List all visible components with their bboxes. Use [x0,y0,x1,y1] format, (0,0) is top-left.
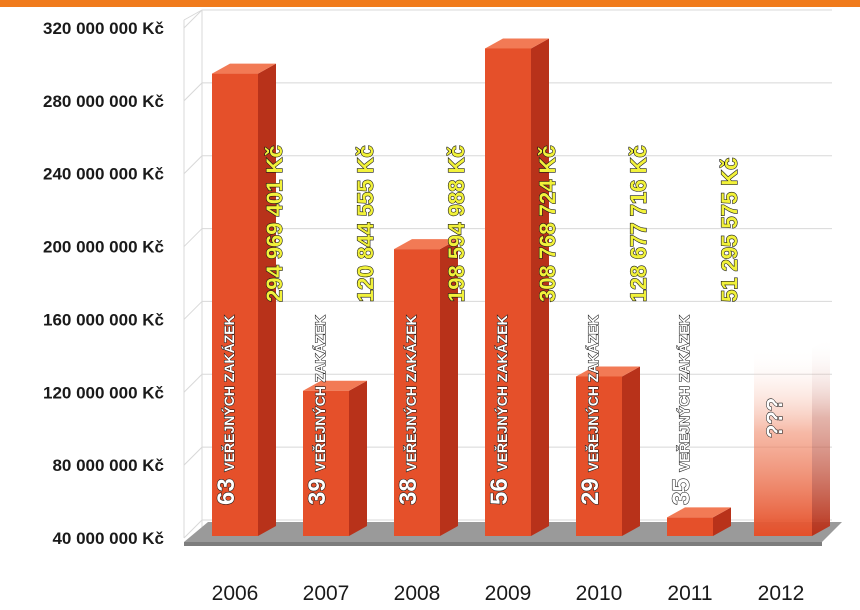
bar-top [212,63,276,74]
bar-side [713,507,731,536]
y-tick-label: 80 000 000 Kč [52,456,164,475]
bar-value-label: 198 594 988 Kč [444,145,469,302]
x-tick-label: 2007 [303,582,350,605]
gridline-slant [183,155,203,175]
bar-value-label: ??? [762,398,787,438]
bar-top [667,507,731,518]
gridline-slant [183,82,203,102]
bar-labels: 63 VEŘEJNÝCH ZAKÁZEK 294 969 401 Kč 39 VEŘ… [212,145,787,506]
bar [394,249,440,536]
bar-side [531,38,549,536]
y-axis: 40 000 000 Kč 80 000 000 Kč 120 000 000 Kč… [43,19,164,548]
y-tick-label: 320 000 000 Kč [43,19,164,38]
bar-count-label: 35 VEŘEJNÝCH ZAKÁZEK [668,315,695,505]
chart-floor-edge [184,542,822,546]
y-tick-label: 280 000 000 Kč [43,92,164,111]
top-accent-bar [0,0,860,7]
bar-count-label: 56 VEŘEJNÝCH ZAKÁZEK [486,315,513,505]
bar [754,348,812,536]
bar [212,73,258,537]
y-tick-label: 120 000 000 Kč [43,383,164,402]
bar-top [485,38,549,49]
x-tick-label: 2008 [394,582,441,605]
bar-side [258,63,276,536]
x-tick-label: 2006 [212,582,259,605]
y-tick-label: 200 000 000 Kč [43,238,164,257]
y-tick-label: 160 000 000 Kč [43,310,164,329]
bar-side [812,338,830,536]
bars [212,38,830,537]
bar [576,376,622,536]
bar-top [394,239,458,250]
bar-count-label: 38 VEŘEJNÝCH ZAKÁZEK [395,315,422,505]
bar-count-label: 63 VEŘEJNÝCH ZAKÁZEK [213,315,240,505]
bar-value-label: 51 295 575 Kč [717,158,742,302]
y-tick-label: 40 000 000 Kč [52,529,164,548]
bar-top [303,380,367,391]
bar-value-label: 294 969 401 Kč [262,145,287,302]
gridline-slant [183,9,203,29]
bar-value-label: 120 844 555 Kč [353,145,378,302]
bar [667,517,713,536]
gridline-slant [183,301,203,320]
bar-top [576,366,640,377]
bar-count-label: 39 VEŘEJNÝCH ZAKÁZEK [304,315,331,505]
bar-side [622,366,640,536]
bar-side [349,380,367,536]
bar-count-label: 29 VEŘEJNÝCH ZAKÁZEK [577,315,604,505]
bar [485,48,531,536]
x-axis: 2006 2007 2008 2009 2010 2011 2012 [212,582,805,605]
gridline-slant [183,228,203,247]
x-tick-label: 2009 [485,582,532,605]
bar-value-label: 128 677 716 Kč [626,145,651,302]
gridline-slant [183,373,203,393]
bar-value-label: 308 768 724 Kč [535,145,560,302]
x-tick-label: 2011 [667,582,712,605]
y-tick-label: 240 000 000 Kč [43,165,164,184]
bar [303,390,349,536]
bar-side [440,239,458,536]
gridline-slant [183,446,203,466]
x-tick-label: 2010 [576,582,623,605]
gridline-slant [183,519,203,539]
x-tick-label: 2012 [758,582,805,605]
wall-top-edge [183,9,203,21]
